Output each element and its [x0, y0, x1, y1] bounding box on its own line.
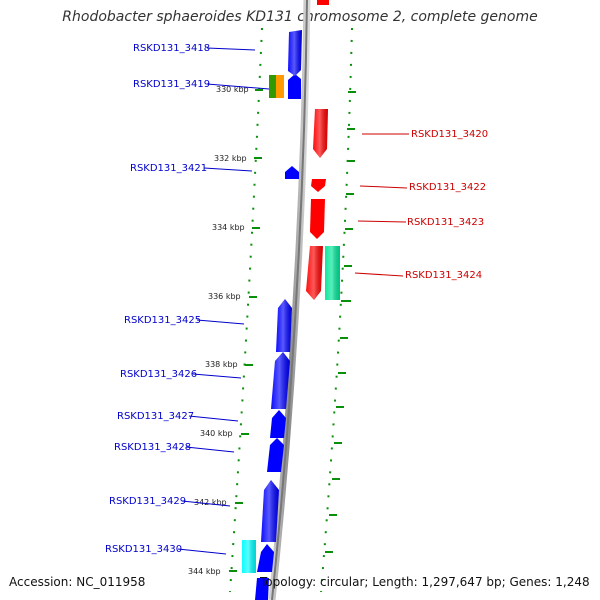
forward-strand-features: [255, 30, 302, 600]
forward-gene-labels: RSKD131_3418 RSKD131_3419 RSKD131_3421 R…: [105, 43, 270, 555]
gene-label-3430[interactable]: RSKD131_3430: [105, 544, 182, 555]
gene-label-3422[interactable]: RSKD131_3422: [409, 182, 486, 193]
gene-label-3425[interactable]: RSKD131_3425: [124, 315, 201, 326]
inner-ruler-track: [320, 27, 353, 593]
gene-label-3418[interactable]: RSKD131_3418: [133, 43, 210, 54]
tick-label-332: 332 kbp: [214, 154, 247, 163]
gene-label-3426[interactable]: RSKD131_3426: [120, 369, 197, 380]
reverse-strand-features: [306, 0, 329, 300]
gene-block-3423[interactable]: [310, 199, 325, 239]
outer-ruler-track: [229, 27, 263, 593]
tick-label-344: 344 kbp: [188, 567, 221, 576]
tick-label-340: 340 kbp: [200, 429, 233, 438]
topology-text: Topology: circular; Length: 1,297,647 bp…: [260, 575, 590, 589]
scale-tick-labels: 330 kbp 332 kbp 334 kbp 336 kbp 338 kbp …: [188, 85, 249, 576]
gene-block-3427[interactable]: [270, 410, 286, 438]
gene-block-3430[interactable]: [257, 544, 274, 572]
gene-label-3423[interactable]: RSKD131_3423: [407, 217, 484, 228]
tick-label-334: 334 kbp: [212, 223, 245, 232]
tick-label-330: 330 kbp: [216, 85, 249, 94]
gene-block-3422[interactable]: [311, 179, 326, 192]
gene-label-3427[interactable]: RSKD131_3427: [117, 411, 194, 422]
gene-label-3429[interactable]: RSKD131_3429: [109, 496, 186, 507]
accession-text: Accession: NC_011958: [9, 575, 146, 589]
map-title: Rhodobacter sphaeroides KD131 chromosome…: [62, 9, 538, 25]
gene-label-3419[interactable]: RSKD131_3419: [133, 79, 210, 90]
other-features: [242, 75, 340, 573]
tick-label-338: 338 kbp: [205, 360, 238, 369]
gene-block-3421[interactable]: [285, 166, 299, 179]
gene-block-3428[interactable]: [267, 438, 284, 472]
gene-label-3421[interactable]: RSKD131_3421: [130, 163, 207, 174]
tick-label-336: 336 kbp: [208, 292, 241, 301]
tick-label-342: 342 kbp: [194, 498, 227, 507]
feature-green[interactable]: [269, 75, 276, 98]
gene-label-3428[interactable]: RSKD131_3428: [114, 442, 191, 453]
gene-block-partial: [255, 578, 269, 600]
reverse-gene-labels: RSKD131_3420 RSKD131_3422 RSKD131_3423 R…: [354, 129, 488, 281]
feature-orange[interactable]: [276, 75, 284, 98]
minor-ticks-right: [325, 91, 356, 553]
gene-block-top-partial: [317, 0, 329, 5]
gene-label-3420[interactable]: RSKD131_3420: [411, 129, 488, 140]
scale-ticks: [229, 89, 263, 572]
gene-block-3419[interactable]: [288, 74, 301, 99]
gene-label-3424[interactable]: RSKD131_3424: [405, 270, 482, 281]
